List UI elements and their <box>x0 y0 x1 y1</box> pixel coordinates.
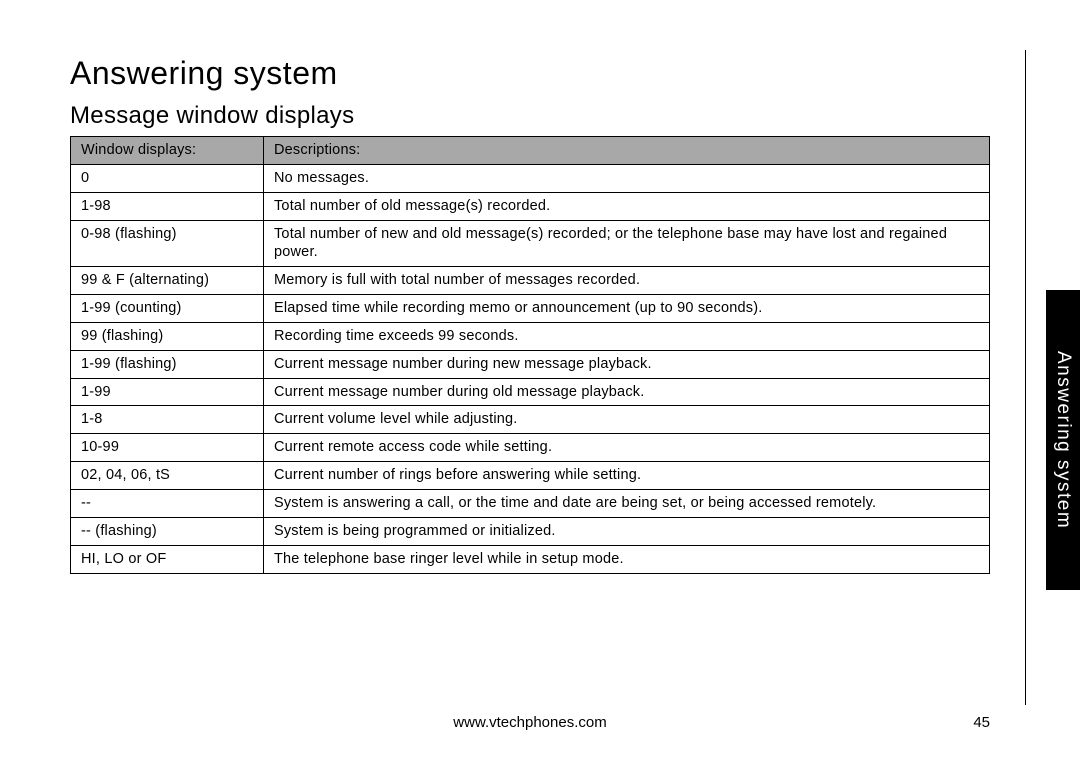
page-footer: www.vtechphones.com 45 <box>70 714 990 731</box>
description-cell: Current message number during old messag… <box>263 378 989 406</box>
description-cell: Memory is full with total number of mess… <box>263 267 989 295</box>
page-container: Answering system Message window displays… <box>0 0 1080 771</box>
footer-url: www.vtechphones.com <box>453 714 606 731</box>
description-cell: The telephone base ringer level while in… <box>263 545 989 573</box>
display-cell: 99 & F (alternating) <box>71 267 264 295</box>
table-row: 1-98Total number of old message(s) recor… <box>71 192 990 220</box>
table-row: 1-99 (flashing)Current message number du… <box>71 350 990 378</box>
display-cell: 1-99 (flashing) <box>71 350 264 378</box>
table-body: Window displays: Descriptions: 0No messa… <box>71 137 990 574</box>
description-cell: Recording time exceeds 99 seconds. <box>263 322 989 350</box>
table-row: 02, 04, 06, tSCurrent number of rings be… <box>71 462 990 490</box>
table-row: -- (flashing)System is being programmed … <box>71 517 990 545</box>
description-cell: System is answering a call, or the time … <box>263 489 989 517</box>
page-number: 45 <box>973 714 990 731</box>
section-title: Answering system <box>70 55 990 92</box>
table-row: 10-99Current remote access code while se… <box>71 434 990 462</box>
display-cell: 0 <box>71 164 264 192</box>
description-cell: Current message number during new messag… <box>263 350 989 378</box>
description-cell: Elapsed time while recording memo or ann… <box>263 295 989 323</box>
right-divider-line <box>1025 50 1027 705</box>
header-descriptions: Descriptions: <box>263 137 989 165</box>
display-cell: -- (flashing) <box>71 517 264 545</box>
table-row: 99 (flashing)Recording time exceeds 99 s… <box>71 322 990 350</box>
description-cell: No messages. <box>263 164 989 192</box>
message-display-table: Window displays: Descriptions: 0No messa… <box>70 136 990 574</box>
table-row: 0-98 (flashing)Total number of new and o… <box>71 220 990 267</box>
description-cell: Total number of old message(s) recorded. <box>263 192 989 220</box>
description-cell: Current number of rings before answering… <box>263 462 989 490</box>
table-header-row: Window displays: Descriptions: <box>71 137 990 165</box>
table-row: HI, LO or OFThe telephone base ringer le… <box>71 545 990 573</box>
side-tab-answering-system: Answering system <box>1046 290 1080 590</box>
display-cell: 1-99 (counting) <box>71 295 264 323</box>
display-cell: HI, LO or OF <box>71 545 264 573</box>
display-cell: 02, 04, 06, tS <box>71 462 264 490</box>
display-cell: -- <box>71 489 264 517</box>
description-cell: Total number of new and old message(s) r… <box>263 220 989 267</box>
table-row: 1-99 (counting)Elapsed time while record… <box>71 295 990 323</box>
display-cell: 1-98 <box>71 192 264 220</box>
display-cell: 1-8 <box>71 406 264 434</box>
subsection-title: Message window displays <box>70 102 990 130</box>
display-cell: 1-99 <box>71 378 264 406</box>
display-cell: 99 (flashing) <box>71 322 264 350</box>
table-row: 1-99Current message number during old me… <box>71 378 990 406</box>
description-cell: System is being programmed or initialize… <box>263 517 989 545</box>
table-row: --System is answering a call, or the tim… <box>71 489 990 517</box>
description-cell: Current volume level while adjusting. <box>263 406 989 434</box>
table-row: 1-8Current volume level while adjusting. <box>71 406 990 434</box>
header-window-displays: Window displays: <box>71 137 264 165</box>
display-cell: 0-98 (flashing) <box>71 220 264 267</box>
table-row: 99 & F (alternating)Memory is full with … <box>71 267 990 295</box>
display-cell: 10-99 <box>71 434 264 462</box>
description-cell: Current remote access code while setting… <box>263 434 989 462</box>
table-row: 0No messages. <box>71 164 990 192</box>
